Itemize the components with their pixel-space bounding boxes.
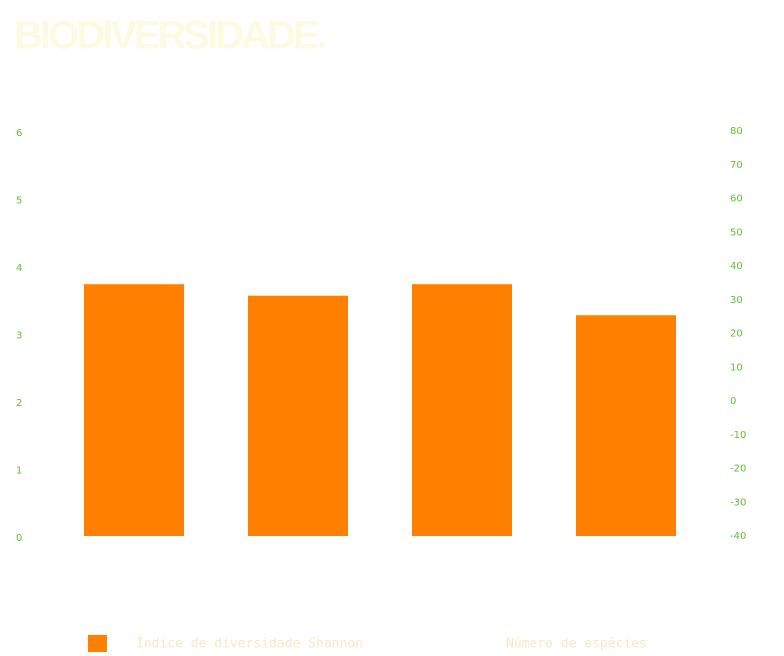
y2-tick-label: 80 — [730, 126, 743, 137]
y-tick-label: 1 — [16, 466, 22, 477]
bar — [412, 284, 512, 536]
y-tick-label: 2 — [16, 398, 22, 409]
y2-tick-label: 10 — [730, 362, 743, 373]
y-tick-label: 5 — [16, 196, 22, 207]
bar — [576, 315, 676, 536]
legend-label: Número de espécies — [506, 637, 647, 652]
y-tick-label: 0 — [16, 533, 22, 544]
y2-tick-label: 0 — [730, 396, 736, 407]
y2-tick-label: 60 — [730, 194, 743, 205]
y2-tick-label: 30 — [730, 295, 743, 306]
legend-swatch — [458, 635, 477, 652]
y-tick-label: 3 — [16, 331, 22, 342]
bar — [248, 295, 348, 536]
y2-tick-label: -30 — [730, 497, 746, 508]
y2-tick-label: 70 — [730, 160, 743, 171]
y2-tick-label: 20 — [730, 329, 743, 340]
bar — [84, 284, 184, 536]
y2-tick-label: -40 — [730, 531, 746, 542]
legend-swatch — [88, 635, 107, 652]
y2-tick-label: 40 — [730, 261, 743, 272]
y-tick-label: 4 — [16, 263, 22, 274]
legend-label: Índice de diversidade Shannon — [136, 636, 363, 652]
y2-tick-label: -10 — [730, 430, 746, 441]
chart-title: BIODIVERSIDADE. — [14, 14, 325, 58]
y2-tick-label: 50 — [730, 227, 743, 238]
y2-tick-label: -20 — [730, 464, 746, 475]
y-tick-label: 6 — [16, 128, 22, 139]
